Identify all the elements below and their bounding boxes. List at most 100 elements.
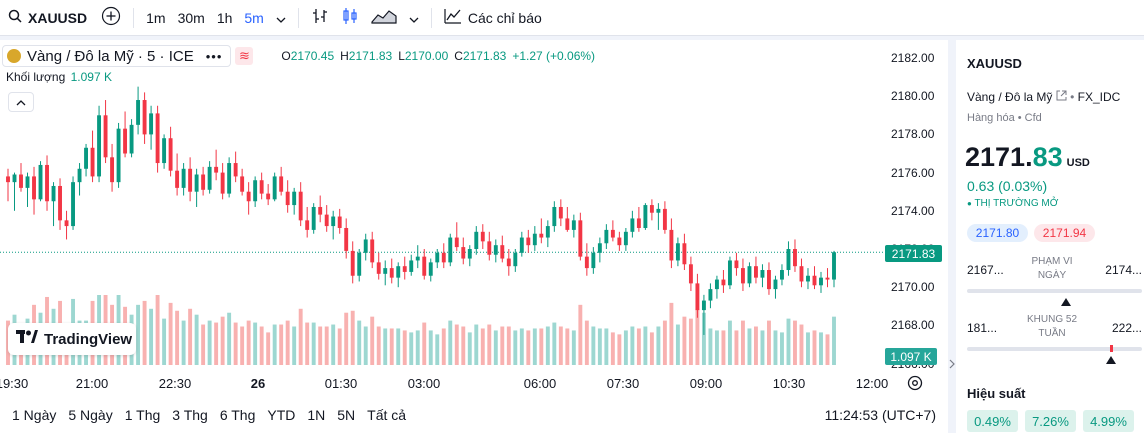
candles-icon xyxy=(341,7,359,28)
open-label: O xyxy=(281,49,291,63)
range-buttons: 1 Ngày 5 Ngày 1 Thg 3 Thg 6 Thg YTD 1N 5N Tất cả xyxy=(0,407,412,423)
performance-1[interactable]: 0.49% xyxy=(967,410,1018,432)
range-button[interactable]: 1 Ngày xyxy=(12,406,57,423)
more-dots-icon[interactable]: ••• xyxy=(205,48,223,64)
price-tick: 2170.00 xyxy=(891,280,935,295)
toolbar-divider xyxy=(133,7,135,28)
range-button[interactable]: 1N xyxy=(307,406,326,423)
panel-symbol[interactable]: XAUUSD xyxy=(967,56,1022,71)
candle-body xyxy=(370,239,375,263)
performance-3[interactable]: 4.99% xyxy=(1083,410,1134,432)
range-button[interactable]: 5 Ngày xyxy=(68,406,113,423)
candle-body xyxy=(292,191,297,206)
range-button[interactable]: 1 Thg xyxy=(124,406,161,423)
candle xyxy=(832,250,836,288)
performance-2[interactable]: 7.26% xyxy=(1025,410,1076,432)
volume-bar xyxy=(240,326,245,365)
candle xyxy=(344,218,349,259)
range-button[interactable]: Tất cả xyxy=(367,406,407,423)
candle-body xyxy=(363,239,368,253)
symbol-search[interactable]: XAUUSD xyxy=(0,0,95,36)
collapse-legend-button[interactable] xyxy=(8,92,34,112)
candle xyxy=(597,237,602,263)
candle-body xyxy=(578,220,583,257)
candle-body xyxy=(448,237,453,263)
indicators-icon xyxy=(444,8,462,27)
logo-text: TradingView xyxy=(44,330,133,348)
candle-body xyxy=(623,231,628,246)
range-button[interactable]: 6 Thg xyxy=(219,406,256,423)
time-tick: 03:00 xyxy=(407,376,441,391)
candle-body xyxy=(454,237,459,248)
timeframe-1h[interactable]: 1h xyxy=(216,9,233,26)
timeframe-5m[interactable]: 5m xyxy=(244,9,264,26)
candle-body xyxy=(688,264,693,284)
area-chart-type-button[interactable] xyxy=(365,0,403,36)
candle xyxy=(513,249,518,272)
day-low: 2167... xyxy=(967,263,1004,277)
candle-body xyxy=(760,270,765,278)
clock[interactable]: 11:24:53 (UTC+7) xyxy=(824,407,936,423)
volume-bar xyxy=(396,328,401,365)
bar-chart-type-button[interactable] xyxy=(305,0,335,36)
chevron-down-icon xyxy=(276,10,286,26)
symbol-legend-pill[interactable]: Vàng / Đô la Mỹ · 5 · ICE ••• xyxy=(2,45,232,67)
timeframe-dropdown[interactable] xyxy=(270,0,292,36)
volume-bar xyxy=(162,318,167,365)
external-link-icon[interactable] xyxy=(1056,90,1067,104)
volume-bar xyxy=(526,330,531,365)
volume-bar xyxy=(467,332,472,365)
range-button[interactable]: YTD xyxy=(267,406,296,423)
candle xyxy=(123,111,128,158)
candle xyxy=(415,245,420,269)
time-axis[interactable]: 19:30 21:00 22:30 26 01:30 03:00 06:00 07:30 09:… xyxy=(0,370,888,396)
volume-bar xyxy=(682,316,687,365)
candle xyxy=(19,163,23,192)
wave-icon[interactable]: ≋ xyxy=(235,47,254,65)
indicators-button[interactable]: Các chỉ báo xyxy=(438,0,548,36)
volume-bar xyxy=(214,322,219,365)
volume-bar xyxy=(578,304,583,365)
timeframe-30m[interactable]: 30m xyxy=(177,9,205,26)
price-chart[interactable] xyxy=(0,40,885,370)
price-axis[interactable]: 2182.002180.002178.002176.002174.002172.… xyxy=(885,40,948,371)
candle-body xyxy=(337,216,342,228)
candle-body xyxy=(506,258,511,267)
volume-bar xyxy=(337,328,342,365)
week52-range-marker xyxy=(1106,353,1116,367)
timeframe-1m[interactable]: 1m xyxy=(146,9,166,26)
tradingview-logo[interactable]: TradingView xyxy=(8,323,136,355)
candle xyxy=(292,187,297,215)
settings-icon[interactable] xyxy=(906,374,924,397)
panel-divider[interactable] xyxy=(948,36,956,433)
candle xyxy=(363,233,368,261)
candle xyxy=(162,134,167,169)
volume-bar xyxy=(136,304,141,365)
chart-type-dropdown[interactable] xyxy=(403,0,425,36)
performance-title: Hiệu suất xyxy=(967,386,1026,401)
chevron-right-icon[interactable] xyxy=(949,356,955,374)
candle-chart-type-button[interactable] xyxy=(335,0,365,36)
candle xyxy=(285,180,290,213)
range-button[interactable]: 3 Thg xyxy=(172,406,208,423)
volume-bar xyxy=(181,320,186,365)
close-value: 2171.83 xyxy=(462,49,507,63)
volume-bar xyxy=(454,324,459,365)
day-range-marker xyxy=(1061,295,1071,309)
candle-body xyxy=(519,237,524,253)
plus-circle-icon xyxy=(101,6,121,29)
range-button[interactable]: 5N xyxy=(337,406,356,423)
volume-bar xyxy=(643,326,648,365)
panel-name[interactable]: Vàng / Đô la Mỹ xyxy=(967,90,1053,104)
candle-body xyxy=(129,124,134,154)
day-label-line2: NGÀY xyxy=(1037,270,1067,281)
candle-body xyxy=(318,206,323,215)
compare-symbol-button[interactable] xyxy=(95,0,127,36)
candle-body xyxy=(298,191,303,221)
candle-body xyxy=(136,100,141,125)
candle xyxy=(552,201,557,232)
volume-bar xyxy=(331,324,336,365)
candle-body xyxy=(558,206,563,219)
candle xyxy=(591,247,596,274)
